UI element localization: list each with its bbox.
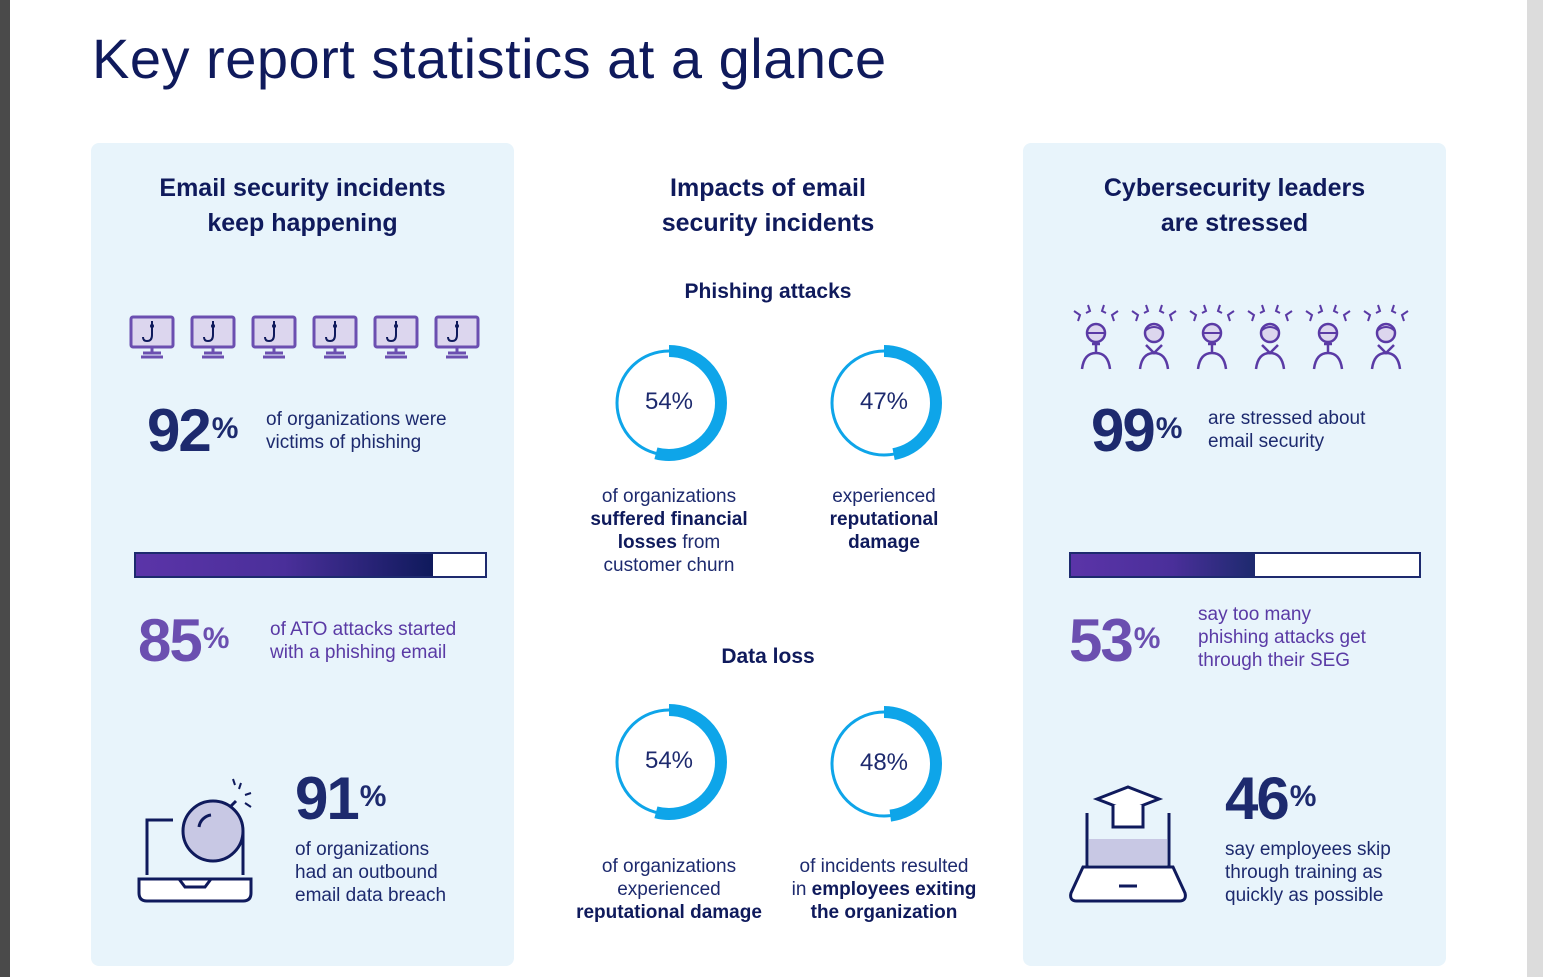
stat-92-description: of organizations were victims of phishing (266, 409, 447, 453)
stat-53-description: say too many phishing attacks get through … (1198, 604, 1366, 671)
panel-title: Cybersecurity leaders are stressed (1103, 174, 1366, 237)
stressed-people-row (1070, 303, 1412, 371)
ato-progress-bar (134, 552, 487, 578)
stressed-person-icon (1131, 304, 1177, 370)
phishing-hook-monitor-icon (312, 315, 358, 359)
middle-title: Impacts of email security incidents (661, 174, 875, 237)
donut-chart (826, 706, 942, 822)
phishing-hook-monitor-icon (251, 315, 297, 359)
donut-arc (611, 345, 727, 461)
stat-53-number: 53% (1069, 607, 1161, 674)
panel-leaders-stressed: Cybersecurity leaders are stressed 99% ar… (1023, 143, 1446, 966)
dataloss-heading: Data loss (721, 645, 815, 668)
report-page: Key report statistics at a glance Email … (10, 0, 1527, 977)
monitor-icon-row (129, 315, 480, 360)
donut-value: 54% (644, 388, 694, 415)
viewer-scrollbar[interactable] (1527, 0, 1543, 977)
stressed-person-icon (1189, 304, 1235, 370)
seg-progress-bar (1069, 552, 1421, 578)
stat-85-number: 85% (138, 607, 230, 674)
donut-arc (611, 704, 727, 820)
page-title: Key report statistics at a glance (92, 27, 887, 90)
panel-email-incidents: Email security incidents keep happening 9… (91, 143, 514, 966)
phishing-hook-monitor-icon (190, 315, 236, 359)
caption-phishing-financial: of organizations suffered financial loss… (590, 486, 748, 576)
seg-progress-fill (1071, 554, 1256, 576)
donut-arc (826, 706, 942, 822)
donut-value: 48% (859, 749, 909, 776)
stressed-person-icon (1073, 304, 1119, 370)
stat-85-description: of ATO attacks started with a phishing em… (270, 619, 457, 663)
donut-value: 54% (644, 747, 694, 774)
stressed-person-icon (1305, 304, 1351, 370)
caption-phishing-reputation: experienced reputational damage (829, 486, 939, 553)
stat-46-description: say employees skip through training as qui… (1225, 839, 1391, 906)
panel-title: Email security incidents keep happening (159, 174, 446, 237)
donut-phishing-reputation: 47% (825, 344, 943, 462)
laptop-bomb-icon (137, 778, 253, 903)
caption-dataloss-reputation: of organizations experienced reputationa… (576, 856, 762, 923)
stressed-person-icon (1247, 304, 1293, 370)
phishing-hook-monitor-icon (434, 315, 480, 359)
caption-dataloss-employees: of incidents resulted in employees exiti… (791, 856, 977, 923)
donut-chart (611, 345, 727, 461)
graduation-laptop-icon (1069, 785, 1187, 903)
stat-92-number: 92% (147, 397, 239, 464)
donut-chart (611, 704, 727, 820)
donut-phishing-financial: 54% (610, 344, 728, 462)
stat-91-number: 91% (295, 765, 387, 832)
stressed-person-icon (1363, 304, 1409, 370)
phishing-hook-monitor-icon (373, 315, 419, 359)
stat-99-number: 99% (1091, 397, 1183, 464)
donut-chart (826, 345, 942, 461)
donut-value: 47% (859, 388, 909, 415)
donut-dataloss-reputation: 54% (610, 703, 728, 821)
donut-arc (826, 345, 942, 461)
stat-46-number: 46% (1225, 765, 1317, 832)
phishing-heading: Phishing attacks (684, 280, 852, 303)
ato-progress-fill (136, 554, 433, 576)
stat-91-description: of organizations had an outbound email dat… (295, 839, 447, 906)
donut-dataloss-employees: 48% (825, 705, 943, 823)
phishing-hook-monitor-icon (129, 315, 175, 359)
stat-99-description: are stressed about email security (1208, 408, 1366, 452)
